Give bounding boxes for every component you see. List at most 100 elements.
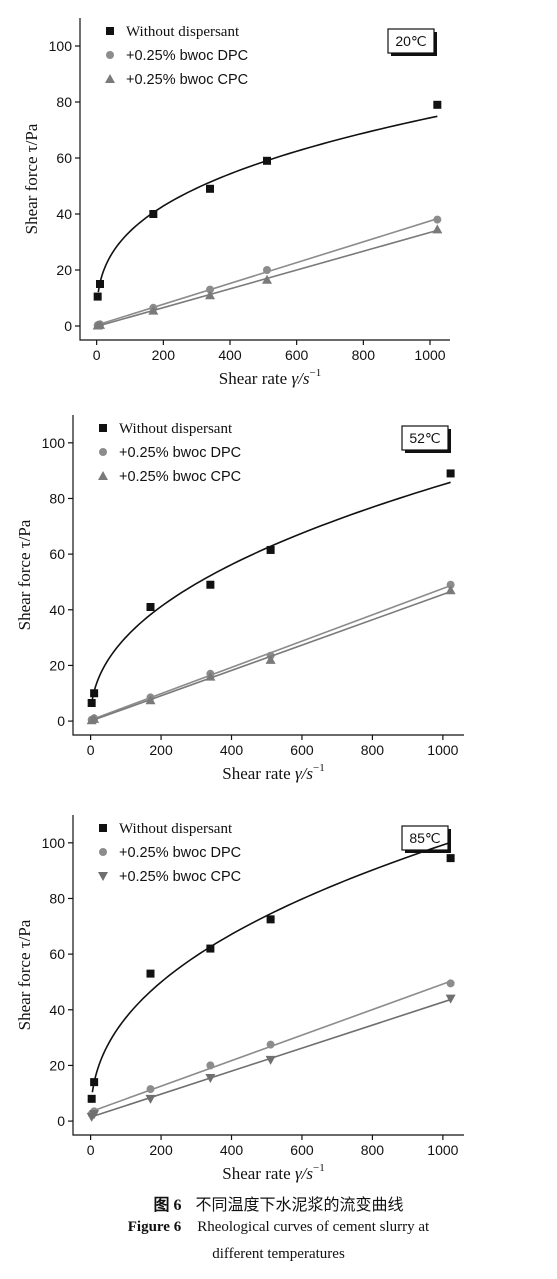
x-axis-label: Shear rate γ/s−1 — [222, 762, 324, 783]
legend-label-2: +0.25% bwoc DPC — [119, 845, 241, 861]
legend-label-2: +0.25% bwoc DPC — [126, 48, 248, 64]
data-point-series-3 — [89, 1110, 100, 1120]
y-tick-label: 100 — [42, 435, 66, 451]
data-point-series-3 — [145, 1094, 156, 1104]
legend-marker-2 — [99, 848, 107, 856]
caption-zh-title: 不同温度下水泥浆的流变曲线 — [195, 1197, 404, 1214]
y-tick-label: 0 — [64, 318, 72, 334]
data-point-series-1 — [206, 184, 214, 193]
x-axis-label-unit: γ/s — [295, 1164, 313, 1183]
x-axis-label-exponent: −1 — [313, 1162, 325, 1174]
legend-label-3: +0.25% bwoc CPC — [119, 469, 241, 485]
y-tick-label: 40 — [56, 206, 72, 222]
x-tick-label: 1000 — [427, 742, 458, 758]
data-point-series-1 — [266, 545, 275, 554]
y-tick-label: 60 — [49, 946, 65, 962]
data-point-series-1 — [433, 100, 442, 109]
data-point-series-1 — [96, 280, 104, 288]
data-point-series-2 — [146, 1085, 155, 1094]
legend-label-1: Without dispersant — [119, 821, 233, 837]
x-tick-label: 400 — [220, 1142, 244, 1158]
y-tick-label: 80 — [56, 94, 72, 110]
data-point-series-1 — [266, 915, 275, 924]
x-axis-label-exponent: −1 — [310, 367, 322, 379]
x-tick-label: 0 — [87, 742, 95, 758]
data-point-series-1 — [87, 1094, 96, 1103]
data-point-series-2 — [446, 580, 455, 589]
data-point-series-2 — [206, 1061, 215, 1070]
legend-marker-2 — [99, 448, 107, 456]
x-axis-label-unit: γ/s — [291, 369, 309, 388]
legend-label-1: Without dispersant — [119, 421, 233, 437]
x-tick-label: 0 — [87, 1142, 95, 1158]
caption-en-number: Figure 6 — [127, 1219, 182, 1235]
data-point-series-1 — [206, 580, 215, 589]
x-tick-label: 600 — [290, 1142, 314, 1158]
axes-frame — [79, 18, 450, 341]
data-point-series-3 — [445, 994, 456, 1004]
y-tick-label: 80 — [49, 490, 65, 506]
data-point-series-1 — [93, 292, 102, 301]
data-point-series-3 — [148, 305, 159, 315]
y-tick-label: 0 — [57, 1113, 65, 1129]
x-axis-label: Shear rate γ/s−1 — [219, 367, 321, 388]
y-tick-label: 0 — [57, 713, 65, 729]
legend-marker-3 — [105, 74, 115, 83]
x-tick-label: 200 — [149, 1142, 173, 1158]
data-point-series-1 — [146, 969, 155, 978]
y-tick-label: 100 — [49, 38, 73, 54]
data-point-series-2 — [446, 979, 455, 988]
data-point-series-3 — [265, 654, 276, 664]
data-point-series-3 — [205, 290, 215, 300]
x-tick-label: 1000 — [427, 1142, 458, 1158]
legend-marker-1 — [106, 27, 114, 35]
legend-label-3: +0.25% bwoc CPC — [126, 72, 248, 88]
x-tick-label: 800 — [352, 347, 376, 363]
axes-frame — [72, 415, 464, 736]
x-axis-label-text: Shear rate — [222, 764, 295, 783]
legend-label-3: +0.25% bwoc CPC — [119, 869, 241, 885]
temperature-label: 52℃ — [409, 430, 440, 446]
y-tick-label: 40 — [49, 602, 65, 618]
data-point-series-3 — [89, 713, 100, 723]
data-point-series-2 — [266, 1040, 275, 1049]
data-point-series-2 — [433, 215, 442, 224]
data-point-series-3 — [145, 695, 156, 705]
y-tick-label: 40 — [49, 1002, 65, 1018]
data-point-series-1 — [206, 944, 215, 953]
data-point-series-3 — [205, 671, 216, 681]
data-point-series-3 — [445, 585, 456, 595]
x-tick-label: 200 — [149, 742, 173, 758]
legend-label-2: +0.25% bwoc DPC — [119, 445, 241, 461]
data-point-series-3 — [265, 1055, 276, 1065]
data-point-series-1 — [263, 156, 271, 165]
y-axis-label: Shear force τ/Pa — [15, 519, 34, 630]
caption-zh-number: 图 6 — [153, 1197, 182, 1214]
y-tick-label: 20 — [56, 262, 72, 278]
x-axis-label-text: Shear rate — [219, 369, 292, 388]
x-tick-label: 400 — [220, 742, 244, 758]
data-point-series-1 — [90, 1078, 99, 1087]
data-point-series-3 — [262, 274, 272, 284]
legend-label-1: Without dispersant — [126, 24, 240, 40]
data-point-series-1 — [87, 699, 96, 707]
fit-line-series-1 — [97, 115, 438, 293]
legend-marker-1 — [99, 824, 107, 832]
x-axis-label-exponent: −1 — [313, 762, 325, 774]
legend-marker-3 — [98, 872, 108, 881]
temperature-label: 85℃ — [409, 830, 440, 846]
temperature-box — [401, 425, 449, 451]
figure-caption-chinese: 图 6 不同温度下水泥浆的流变曲线 — [0, 1191, 557, 1215]
x-tick-label: 600 — [290, 742, 314, 758]
data-point-series-2 — [206, 285, 214, 294]
data-point-series-3 — [432, 224, 443, 234]
data-point-series-1 — [149, 210, 158, 218]
x-tick-label: 800 — [361, 1142, 385, 1158]
legend-marker-1 — [99, 424, 107, 432]
figure-caption-english: Figure 6 Rheological curves of cement slu… — [0, 1219, 557, 1236]
data-point-series-3 — [205, 1073, 216, 1083]
